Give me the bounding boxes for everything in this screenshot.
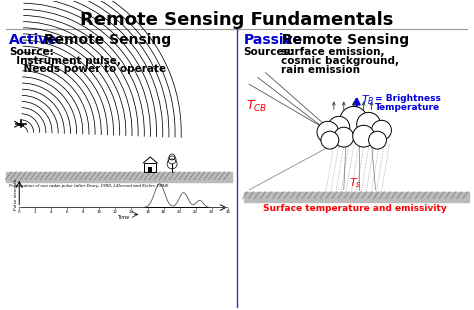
Text: Instrument pulse,: Instrument pulse, <box>9 56 121 66</box>
Text: Pulse strength: Pulse strength <box>14 179 18 210</box>
Circle shape <box>317 121 339 143</box>
Text: Needs power to operate: Needs power to operate <box>9 64 166 74</box>
Text: 14: 14 <box>129 210 134 214</box>
Text: 18: 18 <box>161 210 166 214</box>
Circle shape <box>334 127 354 147</box>
Circle shape <box>340 106 368 134</box>
Text: 8: 8 <box>82 210 85 214</box>
Text: Propagation of one radar pulse (after Drury, 1990, LiDerend and Kiefer, 1994): Propagation of one radar pulse (after Dr… <box>9 184 169 188</box>
Text: Sources:: Sources: <box>244 47 294 57</box>
Text: 2: 2 <box>34 210 36 214</box>
Text: 4: 4 <box>50 210 53 214</box>
Circle shape <box>356 113 381 136</box>
Circle shape <box>372 120 392 140</box>
Text: Active: Active <box>9 33 58 47</box>
Text: 20: 20 <box>177 210 182 214</box>
Text: $T_{CB}$: $T_{CB}$ <box>246 99 267 113</box>
Circle shape <box>321 131 339 149</box>
Text: 22: 22 <box>193 210 198 214</box>
Text: 6: 6 <box>66 210 69 214</box>
Text: 10: 10 <box>97 210 102 214</box>
Circle shape <box>353 125 374 147</box>
Text: Source:: Source: <box>9 47 54 57</box>
Text: 12: 12 <box>113 210 118 214</box>
Circle shape <box>369 131 386 149</box>
Text: 16: 16 <box>145 210 150 214</box>
Text: Surface temperature and emissivity: Surface temperature and emissivity <box>264 204 447 213</box>
Text: surface emission,: surface emission, <box>281 47 385 57</box>
Text: Remote Sensing Fundamentals: Remote Sensing Fundamentals <box>80 11 393 29</box>
Text: $T_B$: $T_B$ <box>361 94 374 107</box>
Text: rain emission: rain emission <box>281 65 360 75</box>
Circle shape <box>328 116 350 138</box>
Text: $T_s$: $T_s$ <box>349 176 361 190</box>
Text: Remote Sensing: Remote Sensing <box>39 33 171 47</box>
Bar <box>148 167 152 172</box>
Text: 24: 24 <box>209 210 214 214</box>
Bar <box>144 163 156 172</box>
Text: 0: 0 <box>18 210 20 214</box>
Text: Remote Sensing: Remote Sensing <box>277 33 410 47</box>
Text: 26: 26 <box>225 210 230 214</box>
Text: Temperature: Temperature <box>374 104 440 113</box>
Text: Passive: Passive <box>244 33 302 47</box>
Text: = Brightness: = Brightness <box>374 94 440 103</box>
Text: Time: Time <box>118 215 129 220</box>
Text: cosmic background,: cosmic background, <box>281 56 399 66</box>
